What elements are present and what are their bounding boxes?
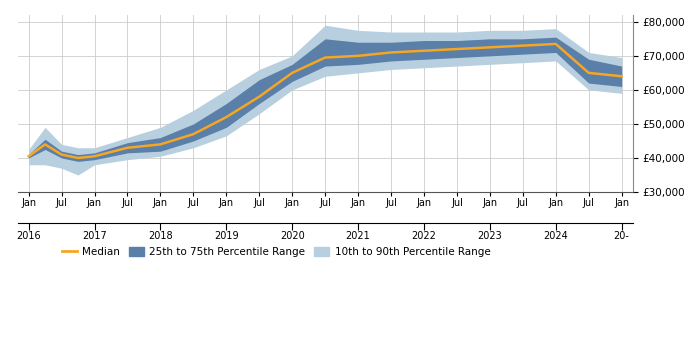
Legend: Median, 25th to 75th Percentile Range, 10th to 90th Percentile Range: Median, 25th to 75th Percentile Range, 1… bbox=[57, 243, 494, 261]
